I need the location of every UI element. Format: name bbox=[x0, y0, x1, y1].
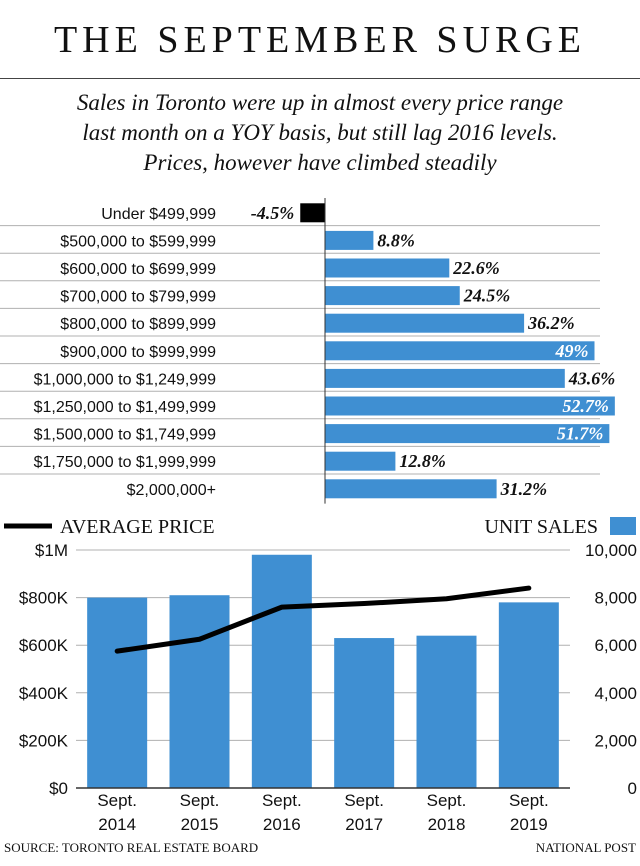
legend-bar-swatch bbox=[610, 517, 636, 535]
subtitle-line: last month on a YOY basis, but still lag… bbox=[82, 120, 558, 145]
data-label: 22.6% bbox=[452, 258, 500, 278]
bar bbox=[325, 341, 595, 361]
x-tick-label: Sept. bbox=[97, 791, 137, 810]
chart-subtitle: Sales in Toronto were up in almost every… bbox=[10, 88, 630, 178]
right-tick-label: 8,000 bbox=[594, 589, 637, 608]
right-tick-label: 0 bbox=[628, 779, 637, 798]
category-label: $500,000 to $599,999 bbox=[60, 233, 216, 250]
source-note: SOURCE: TORONTO REAL ESTATE BOARD bbox=[4, 840, 259, 855]
data-label: 8.8% bbox=[377, 230, 415, 250]
x-tick-label: 2014 bbox=[98, 815, 136, 834]
chart-title: THE SEPTEMBER SURGE bbox=[53, 19, 587, 61]
category-label: $2,000,000+ bbox=[127, 482, 216, 499]
average-price-line bbox=[114, 585, 532, 654]
x-tick-label: 2018 bbox=[428, 815, 466, 834]
left-tick-label: $600K bbox=[19, 636, 69, 655]
category-label: $1,000,000 to $1,249,999 bbox=[34, 371, 216, 388]
left-tick-label: $0 bbox=[49, 779, 68, 798]
right-tick-label: 4,000 bbox=[594, 684, 637, 703]
unit-sales-bar bbox=[334, 638, 395, 788]
x-tick-label: Sept. bbox=[344, 791, 384, 810]
x-tick-label: 2017 bbox=[345, 815, 383, 834]
bar bbox=[325, 368, 565, 388]
unit-sales-bar bbox=[251, 554, 312, 788]
publisher-credit: NATIONAL POST bbox=[535, 840, 636, 855]
subtitle-line: Prices, however have climbed steadily bbox=[143, 150, 497, 175]
x-tick-label: Sept. bbox=[180, 791, 220, 810]
unit-sales-bar bbox=[87, 597, 148, 788]
bar bbox=[325, 396, 615, 416]
bar bbox=[325, 479, 497, 499]
left-tick-label: $200K bbox=[19, 731, 69, 750]
right-tick-label: 6,000 bbox=[594, 636, 637, 655]
x-tick-label: Sept. bbox=[427, 791, 467, 810]
bar bbox=[325, 230, 374, 250]
left-tick-label: $800K bbox=[19, 589, 69, 608]
data-label: 36.2% bbox=[527, 313, 575, 333]
category-label: $1,500,000 to $1,749,999 bbox=[34, 427, 216, 444]
category-label: $1,750,000 to $1,999,999 bbox=[34, 454, 216, 471]
legend-label: AVERAGE PRICE bbox=[60, 516, 215, 538]
bar bbox=[325, 286, 460, 306]
category-label: $700,000 to $799,999 bbox=[60, 289, 216, 306]
bar bbox=[325, 313, 525, 333]
data-label: -4.5% bbox=[251, 203, 295, 223]
unit-sales-bar bbox=[169, 595, 230, 788]
x-tick-label: 2019 bbox=[510, 815, 548, 834]
data-label: 49% bbox=[555, 341, 589, 361]
unit-sales-bar bbox=[498, 602, 559, 788]
category-label: Under $499,999 bbox=[101, 206, 216, 223]
left-tick-label: $1M bbox=[35, 541, 68, 560]
title-divider bbox=[0, 78, 640, 79]
right-tick-label: 10,000 bbox=[585, 541, 637, 560]
data-label: 31.2% bbox=[500, 479, 547, 499]
data-label: 12.8% bbox=[399, 451, 446, 471]
legend-label: UNIT SALES bbox=[484, 516, 598, 538]
x-tick-label: Sept. bbox=[509, 791, 549, 810]
category-label: $1,250,000 to $1,499,999 bbox=[34, 399, 216, 416]
x-tick-label: 2016 bbox=[263, 815, 301, 834]
x-tick-label: Sept. bbox=[262, 791, 302, 810]
category-label: $800,000 to $899,999 bbox=[60, 316, 216, 333]
category-label: $900,000 to $999,999 bbox=[60, 344, 216, 361]
x-tick-label: 2015 bbox=[181, 815, 219, 834]
bar bbox=[325, 451, 396, 471]
data-label: 51.7% bbox=[557, 424, 604, 444]
bar bbox=[300, 203, 325, 223]
left-tick-label: $400K bbox=[19, 684, 69, 703]
data-label: 52.7% bbox=[562, 396, 609, 416]
bar bbox=[325, 258, 450, 278]
data-label: 24.5% bbox=[463, 286, 511, 306]
bar bbox=[325, 424, 610, 444]
subtitle-line: Sales in Toronto were up in almost every… bbox=[76, 90, 564, 115]
unit-sales-bar bbox=[416, 635, 477, 788]
data-label: 43.6% bbox=[568, 368, 616, 388]
right-tick-label: 2,000 bbox=[594, 731, 637, 750]
category-label: $600,000 to $699,999 bbox=[60, 261, 216, 278]
